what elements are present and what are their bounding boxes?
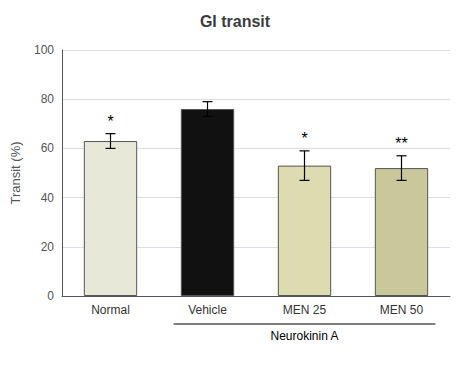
svg-text:40: 40 — [41, 191, 55, 205]
svg-text:0: 0 — [47, 289, 54, 303]
svg-text:100: 100 — [34, 43, 54, 57]
svg-text:GI transit: GI transit — [200, 13, 271, 30]
svg-text:80: 80 — [41, 92, 55, 106]
svg-text:Normal: Normal — [91, 303, 130, 317]
svg-text:Neurokinin A: Neurokinin A — [270, 329, 338, 343]
svg-text:MEN 50: MEN 50 — [380, 303, 424, 317]
svg-text:Transit (%): Transit (%) — [8, 141, 23, 204]
svg-text:20: 20 — [41, 240, 55, 254]
svg-text:Vehicle: Vehicle — [188, 303, 227, 317]
svg-text:60: 60 — [41, 141, 55, 155]
svg-text:MEN 25: MEN 25 — [283, 303, 327, 317]
svg-text:**: ** — [395, 135, 407, 152]
svg-text:*: * — [301, 130, 307, 147]
svg-text:*: * — [107, 113, 113, 130]
